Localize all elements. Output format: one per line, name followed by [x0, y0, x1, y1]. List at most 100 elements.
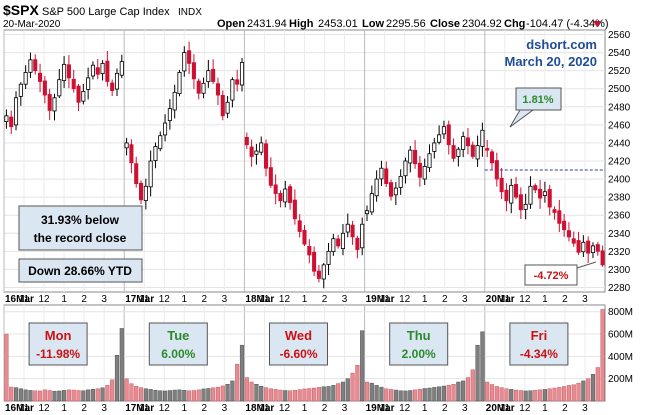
price-tick-label: 2300	[608, 265, 631, 276]
candle-body	[345, 223, 350, 233]
candle-body	[384, 168, 389, 184]
candle-body	[514, 184, 519, 198]
candle-body	[76, 85, 81, 103]
candle-body	[364, 210, 370, 215]
volume-bar	[331, 385, 336, 402]
volume-bar	[581, 380, 586, 402]
day-axis-label: 20Mar	[486, 403, 515, 414]
candle-body	[533, 185, 538, 191]
candle-body	[307, 245, 312, 256]
hour-axis-label: 12	[159, 294, 171, 305]
volume-bar	[499, 387, 504, 402]
volume-bar	[86, 389, 91, 402]
daily-change-labels: Mon -11.98% Tue 6.00% Wed -6.60% Thu 2.00% Fri -4…	[28, 322, 569, 366]
candle-body	[413, 149, 418, 165]
volume-bar	[23, 389, 28, 402]
volume-bar	[81, 390, 86, 402]
volume-bar	[552, 387, 557, 402]
volume-bar	[177, 389, 182, 402]
symbol: $SPX	[3, 2, 39, 18]
volume-bar	[369, 382, 374, 402]
volume-bar	[451, 384, 456, 402]
hour-axis-label: 3	[101, 294, 107, 305]
candle-body	[100, 63, 105, 74]
hour-axis-label: 1	[61, 403, 67, 414]
day-pct-tue: 6.00%	[161, 347, 195, 361]
volume-bar	[297, 389, 302, 402]
candle-body	[18, 83, 23, 97]
close-label: Close	[430, 18, 460, 30]
day-change-box-tue	[148, 322, 208, 366]
volume-bar	[215, 386, 221, 402]
volume-bar	[62, 390, 67, 402]
candle-body	[264, 143, 269, 169]
hour-axis-label: 1	[182, 294, 188, 305]
day-axis-label: 19Mar	[366, 294, 395, 305]
candle-body	[158, 135, 163, 150]
volume-bar	[129, 383, 134, 402]
price-tick-label: 2500	[608, 84, 631, 95]
candle-body	[552, 209, 557, 213]
volume-bar	[283, 390, 288, 402]
hour-axis-label: 12	[519, 294, 531, 305]
volume-bar	[355, 365, 360, 402]
volume-bar	[547, 388, 552, 402]
candle-body	[206, 70, 211, 83]
volume-bar	[557, 387, 562, 402]
volume-bar	[360, 330, 365, 402]
hour-axis-label: 12	[39, 294, 51, 305]
price-tick-label: 2460	[608, 120, 631, 131]
volume-bar	[600, 309, 605, 402]
volume-bar	[187, 390, 192, 402]
volume-bar	[57, 390, 62, 402]
candle-body	[297, 220, 302, 232]
hour-axis-label: 11	[19, 403, 30, 414]
candle-body	[273, 184, 278, 194]
candle-body	[576, 240, 581, 253]
candle-body	[441, 126, 446, 135]
candle-body	[95, 67, 100, 75]
last-callout-pointer	[576, 261, 597, 269]
hour-axis-label: 11	[259, 403, 270, 414]
volume-bar	[417, 388, 422, 402]
candle-body	[595, 244, 600, 252]
volume-tick-label: 200M	[608, 374, 633, 385]
volume-bar	[172, 389, 177, 402]
candle-body	[52, 97, 57, 112]
candle-body	[475, 145, 480, 160]
candle-body	[129, 144, 134, 164]
volume-bar	[302, 388, 307, 402]
day-name-mon: Mon	[45, 328, 72, 343]
hour-axis-label: 11	[19, 294, 30, 305]
volume-bar	[273, 389, 278, 402]
volume-bar	[316, 387, 322, 402]
peak-callout-text: 1.81%	[522, 94, 553, 106]
day-name-fri: Fri	[531, 328, 548, 343]
day-axis-label: 18Mar	[245, 294, 274, 305]
day-axis-label: 16Mar	[5, 403, 34, 414]
volume-bar	[244, 377, 249, 402]
volume-bar	[105, 385, 110, 402]
volume-bar	[321, 386, 326, 402]
price-tick-label: 2540	[608, 48, 631, 59]
volume-bar	[153, 390, 158, 402]
hour-axis-label: 1	[182, 403, 188, 414]
volume-bar	[134, 386, 139, 402]
ytd-text: Down 28.66% YTD	[28, 264, 132, 278]
candle-body	[187, 50, 192, 64]
close-value: 2304.92	[462, 18, 502, 30]
below-record-box	[18, 205, 143, 251]
hour-axis-label: 2	[442, 294, 448, 305]
hour-axis-label: 11	[259, 294, 270, 305]
hour-axis-label: 2	[562, 294, 568, 305]
volume-bar	[562, 386, 567, 402]
candle-body	[566, 230, 571, 238]
candle-body	[110, 82, 115, 91]
candle-body	[302, 229, 307, 245]
date-label: 20-Mar-2020	[3, 19, 61, 30]
volume-bar	[259, 386, 264, 402]
candle-body	[177, 72, 182, 95]
day-axis-label: 18Mar	[245, 403, 274, 414]
volume-bar	[158, 390, 163, 402]
